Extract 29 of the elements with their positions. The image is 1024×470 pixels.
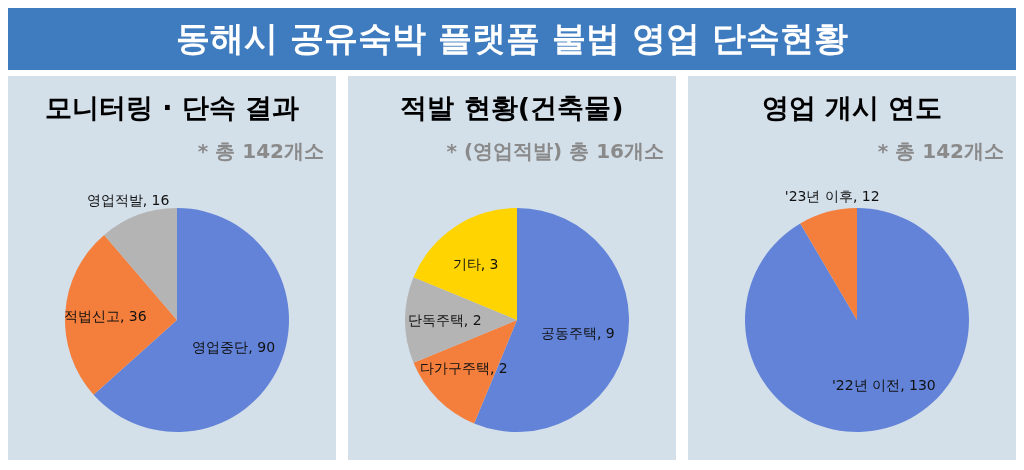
data-label: , 36 — [119, 307, 147, 324]
text: 동해시 공유숙박 플랫폼 불법 영업 단속현황 — [176, 17, 848, 60]
pie-slice — [405, 277, 517, 363]
data-label: , 130 — [900, 376, 936, 393]
chart-title: 모니터링 · 단속 결과 — [43, 91, 301, 125]
chart-subtitle: * 총 142개소 — [196, 138, 325, 165]
pie-slice — [745, 208, 969, 432]
data-label: , 2 — [463, 312, 482, 328]
data-label: , 16 — [142, 191, 170, 208]
slice-label: 공동주택 — [540, 325, 597, 342]
data-label: , 9 — [596, 325, 615, 342]
chart-title: 적발 현황(건축물) — [399, 91, 625, 125]
slice-label: '22년 이전 — [832, 376, 901, 393]
data-label: , 3 — [480, 256, 499, 273]
chart-title: 영업 개시 연도 — [760, 91, 944, 125]
pie-slice — [65, 234, 177, 395]
chart-subtitle: * (영업적발) 총 16개소 — [445, 138, 665, 165]
pie-slice — [800, 208, 857, 320]
data-label: , 90 — [248, 339, 276, 356]
slice-label: 영업적발 — [86, 191, 143, 208]
data-label: , 12 — [852, 188, 880, 205]
slice-label: 영업중단 — [192, 339, 249, 356]
chart-subtitle: * 총 142개소 — [876, 138, 1005, 165]
slice-label: '23년 이후 — [784, 188, 853, 205]
slice-label: 다가구주택 — [419, 359, 490, 376]
slice-label: 적법신고 — [63, 307, 120, 324]
slice-label: 기타 — [452, 256, 481, 273]
data-label: , 2 — [489, 359, 508, 376]
slice-label: 단독주택 — [407, 312, 464, 328]
